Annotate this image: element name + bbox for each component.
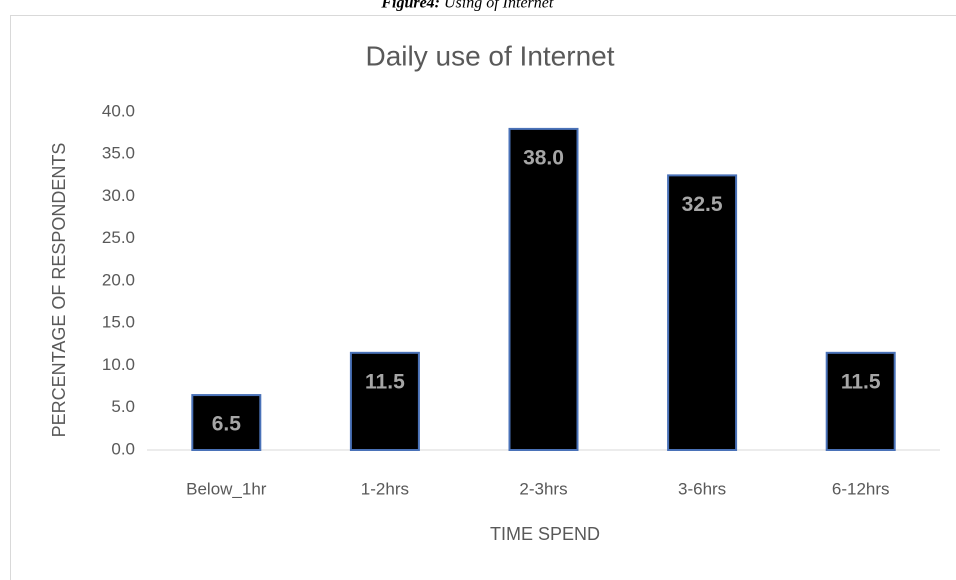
x-tick-label: 2-3hrs [519, 479, 567, 498]
bar [667, 174, 738, 451]
x-tick-label: 6-12hrs [832, 479, 890, 498]
y-tick-label: 0.0 [111, 439, 135, 458]
bar [349, 351, 420, 452]
x-tick-label: 3-6hrs [678, 479, 726, 498]
data-label: 11.5 [365, 370, 405, 393]
x-tick-label: 1-2hrs [361, 479, 409, 498]
data-label: 38.0 [523, 146, 564, 169]
y-tick-label: 5.0 [111, 397, 135, 416]
y-tick-label: 35.0 [102, 144, 135, 163]
y-tick-label: 30.0 [102, 186, 135, 205]
y-tick-label: 10.0 [102, 355, 135, 374]
chart-title: Daily use of Internet [365, 40, 614, 71]
y-tick-label: 20.0 [102, 270, 135, 289]
y-axis-label: PERCENTAGE OF RESPONDENTS [49, 143, 69, 438]
y-tick-label: 25.0 [102, 228, 135, 247]
y-tick-label: 40.0 [102, 101, 135, 120]
data-label: 32.5 [682, 193, 723, 216]
x-axis-label: TIME SPEND [490, 524, 600, 544]
bar [825, 351, 896, 452]
bar [191, 394, 262, 452]
y-tick-label: 15.0 [102, 313, 135, 332]
chart-frame [10, 15, 956, 580]
data-label: 11.5 [841, 370, 881, 393]
caption-label: Figure4: [380, 0, 440, 12]
bar [508, 127, 579, 451]
x-tick-label: Below_1hr [186, 479, 267, 498]
caption-text: Using of Internet [444, 0, 554, 12]
data-label: 6.5 [212, 413, 242, 436]
